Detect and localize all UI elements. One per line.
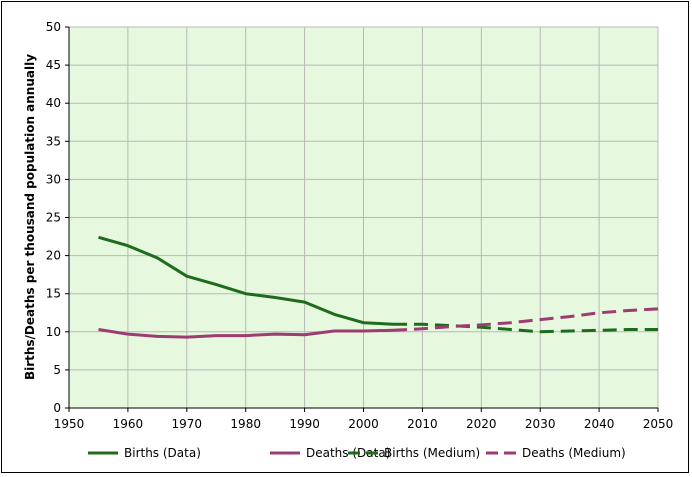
legend-label: Births (Data) (124, 446, 201, 460)
x-tick-label: 2050 (643, 417, 674, 431)
legend: Births (Data) Deaths (Data)Births (Medium… (88, 446, 626, 460)
series-line-deaths-medium (392, 307, 659, 332)
y-tick-label: 35 (46, 134, 61, 148)
y-tick-label: 25 (46, 211, 61, 225)
y-tick-label: 30 (46, 172, 61, 186)
chart-svg: 0 5 10 15 20 25 30 35 40 45 50 1950 1960 1970 1980 1990… (23, 20, 674, 460)
x-tick-label: 1960 (113, 417, 144, 431)
x-tick-label: 2020 (466, 417, 497, 431)
x-tick-label: 2000 (348, 417, 379, 431)
y-tick-label: 40 (46, 96, 61, 110)
y-tick-label: 10 (46, 325, 61, 339)
y-tick-label: 15 (46, 287, 61, 301)
y-axis-label: Births/Deaths per thousand population an… (23, 54, 37, 380)
y-tick-label: 50 (46, 20, 61, 34)
series-line-deaths-data (98, 328, 394, 339)
y-tick-label: 20 (46, 249, 61, 263)
legend-label: Births (Medium) (384, 446, 480, 460)
axis-ticks: 0 5 10 15 20 25 30 35 40 45 50 1950 1960 1970 1980 1990… (46, 20, 674, 431)
x-tick-label: 2010 (407, 417, 438, 431)
grid-lines (69, 26, 659, 408)
series-line-births-data (98, 235, 394, 326)
series-lines (98, 235, 659, 339)
x-tick-label: 2040 (584, 417, 615, 431)
legend-label: Deaths (Medium) (522, 446, 626, 460)
y-tick-label: 0 (53, 401, 61, 415)
series-line-births-medium (393, 322, 658, 334)
x-tick-label: 1970 (172, 417, 203, 431)
x-tick-label: 1950 (54, 417, 85, 431)
x-tick-label: 1980 (230, 417, 261, 431)
x-tick-label: 1990 (289, 417, 320, 431)
x-tick-label: 2030 (525, 417, 556, 431)
y-tick-label: 5 (53, 363, 61, 377)
y-tick-label: 45 (46, 58, 61, 72)
